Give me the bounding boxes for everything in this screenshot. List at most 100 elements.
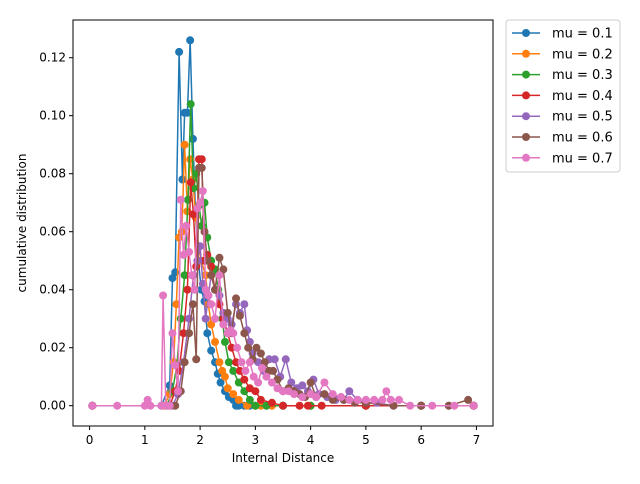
data-point <box>223 384 232 393</box>
data-point <box>251 401 260 410</box>
data-point <box>223 308 232 317</box>
data-point <box>168 329 177 338</box>
data-point <box>179 329 188 338</box>
data-point <box>88 401 97 410</box>
data-point <box>171 401 180 410</box>
data-point <box>234 401 243 410</box>
data-point <box>211 314 220 323</box>
data-point <box>197 155 206 164</box>
data-point <box>182 221 191 230</box>
data-point <box>220 372 229 381</box>
x-tick-label: 5 <box>362 433 370 447</box>
x-tick-label: 6 <box>417 433 425 447</box>
y-tick-label: 0.02 <box>39 341 66 355</box>
data-point <box>188 134 197 143</box>
data-point <box>245 395 254 404</box>
data-point <box>290 390 299 399</box>
data-point <box>303 401 312 410</box>
data-point <box>171 361 180 370</box>
data-point <box>229 390 238 399</box>
legend-label: mu = 0.5 <box>552 110 613 125</box>
data-point <box>361 395 370 404</box>
data-point <box>428 401 437 410</box>
legend-label: mu = 0.3 <box>552 68 613 83</box>
data-point <box>187 271 196 280</box>
legend-label: mu = 0.6 <box>552 131 613 146</box>
data-point <box>298 381 307 390</box>
data-point <box>146 401 155 410</box>
data-point <box>306 378 315 387</box>
legend-marker <box>522 133 530 141</box>
data-point <box>186 178 195 187</box>
data-point <box>328 390 337 399</box>
data-point <box>220 337 229 346</box>
data-point <box>229 366 238 375</box>
data-point <box>207 271 216 280</box>
legend-label: mu = 0.4 <box>552 89 613 104</box>
legend-marker <box>522 70 530 79</box>
data-point <box>240 375 249 384</box>
data-point <box>249 372 258 381</box>
data-point <box>186 36 195 45</box>
data-point <box>406 401 415 410</box>
data-point <box>216 378 225 387</box>
data-point <box>224 358 233 367</box>
data-point <box>172 300 181 309</box>
data-point <box>469 401 478 410</box>
data-point <box>295 401 304 410</box>
y-axis-label: cumulative distribution <box>15 154 29 293</box>
x-tick-label: 2 <box>196 433 204 447</box>
data-point <box>174 387 182 396</box>
data-point <box>258 364 266 372</box>
y-tick-label: 0.12 <box>39 51 66 65</box>
data-point <box>234 395 243 404</box>
legend-marker <box>522 112 530 121</box>
data-point <box>180 140 189 149</box>
data-point <box>233 343 242 352</box>
legend-marker <box>522 29 530 37</box>
data-point <box>176 195 185 204</box>
data-point <box>464 395 473 404</box>
data-point <box>165 401 174 410</box>
data-point <box>382 387 391 396</box>
data-point <box>183 285 192 294</box>
y-tick-label: 0.00 <box>39 399 66 413</box>
data-point <box>207 346 216 355</box>
data-point <box>281 355 290 364</box>
legend: mu = 0.1 mu = 0.2 mu = 0.3 mu = 0.4 mu = 0.5… <box>505 19 621 173</box>
y-tick-label: 0.04 <box>39 283 66 297</box>
y-tick-label: 0.06 <box>39 225 66 239</box>
legend-label: mu = 0.2 <box>552 47 613 62</box>
y-tick-label: 0.08 <box>39 167 66 181</box>
y-tick-label: 0.10 <box>39 109 66 123</box>
data-point <box>267 378 276 387</box>
data-point <box>207 320 216 329</box>
data-point <box>256 349 265 358</box>
data-point <box>196 198 205 207</box>
data-point <box>215 253 224 262</box>
legend-label: mu = 0.7 <box>552 151 613 166</box>
data-point <box>240 329 249 338</box>
data-point <box>219 320 228 329</box>
x-axis-label: Internal Distance <box>232 451 335 465</box>
legend-label: mu = 0.1 <box>552 27 613 42</box>
data-point <box>251 387 260 396</box>
data-point <box>186 100 195 109</box>
data-point <box>262 372 271 381</box>
x-tick-label: 7 <box>473 433 481 447</box>
data-point <box>232 294 241 303</box>
data-point <box>245 358 254 367</box>
data-point <box>320 390 329 399</box>
data-point <box>370 395 379 404</box>
data-point <box>312 393 321 401</box>
data-point <box>328 395 337 404</box>
x-tick-label: 4 <box>307 433 315 447</box>
data-point <box>337 393 346 401</box>
data-point <box>188 300 197 309</box>
data-point <box>215 271 224 280</box>
data-point <box>211 337 220 346</box>
data-point <box>113 401 122 410</box>
data-point <box>232 358 241 367</box>
data-point <box>254 378 263 387</box>
